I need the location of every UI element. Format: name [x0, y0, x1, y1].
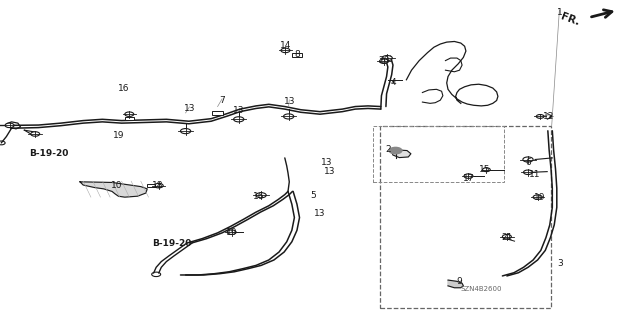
- Text: 17: 17: [463, 174, 474, 183]
- Text: 19: 19: [226, 228, 237, 237]
- Text: 16: 16: [118, 84, 129, 93]
- Text: 9: 9: [457, 277, 462, 286]
- Circle shape: [464, 174, 473, 178]
- Text: 16: 16: [253, 192, 265, 201]
- Text: 3: 3: [558, 259, 563, 268]
- Circle shape: [533, 195, 542, 199]
- Circle shape: [234, 117, 244, 122]
- Text: 13: 13: [184, 104, 195, 113]
- Bar: [147, 184, 155, 187]
- Polygon shape: [392, 150, 411, 158]
- Circle shape: [256, 193, 266, 198]
- Bar: [373, 126, 504, 182]
- Circle shape: [5, 123, 14, 128]
- Circle shape: [284, 114, 294, 119]
- Text: 11: 11: [529, 170, 540, 179]
- Polygon shape: [448, 280, 463, 288]
- Text: 13: 13: [321, 158, 332, 167]
- Circle shape: [380, 59, 388, 63]
- Text: 5: 5: [311, 191, 316, 200]
- Circle shape: [281, 48, 290, 53]
- Text: FR.: FR.: [559, 11, 581, 27]
- Text: 20: 20: [378, 56, 390, 65]
- Bar: [212, 111, 223, 115]
- Circle shape: [524, 170, 532, 174]
- Circle shape: [523, 157, 533, 162]
- Text: 6: 6: [526, 158, 531, 167]
- Text: 13: 13: [314, 209, 326, 218]
- Text: 13: 13: [284, 97, 295, 106]
- Text: 13: 13: [324, 167, 335, 176]
- Text: 10: 10: [111, 181, 123, 189]
- Text: 18: 18: [152, 181, 163, 189]
- Circle shape: [154, 183, 163, 188]
- Circle shape: [227, 230, 236, 234]
- Polygon shape: [80, 182, 147, 197]
- Circle shape: [389, 147, 402, 154]
- Text: 19: 19: [113, 131, 124, 140]
- Text: 13: 13: [233, 106, 244, 115]
- Bar: [380, 126, 551, 308]
- Text: 2: 2: [386, 145, 391, 154]
- Text: 7: 7: [220, 96, 225, 105]
- Circle shape: [31, 132, 40, 136]
- Text: 12: 12: [543, 112, 555, 121]
- Text: 15: 15: [479, 165, 491, 174]
- Circle shape: [483, 168, 490, 172]
- Text: SZN4B2600: SZN4B2600: [461, 286, 502, 292]
- Text: 21: 21: [502, 233, 513, 242]
- Circle shape: [125, 112, 134, 116]
- Bar: [125, 117, 134, 120]
- Text: 14: 14: [280, 41, 291, 50]
- Text: 19: 19: [534, 193, 546, 202]
- Circle shape: [502, 234, 511, 239]
- Text: 4: 4: [390, 78, 396, 87]
- Text: 8: 8: [294, 50, 300, 59]
- Circle shape: [536, 115, 544, 118]
- Text: 1: 1: [557, 8, 562, 17]
- Circle shape: [382, 56, 392, 61]
- Text: B-19-20: B-19-20: [152, 239, 191, 248]
- Circle shape: [180, 129, 191, 134]
- Bar: [292, 53, 302, 57]
- Text: B-19-20: B-19-20: [29, 149, 69, 158]
